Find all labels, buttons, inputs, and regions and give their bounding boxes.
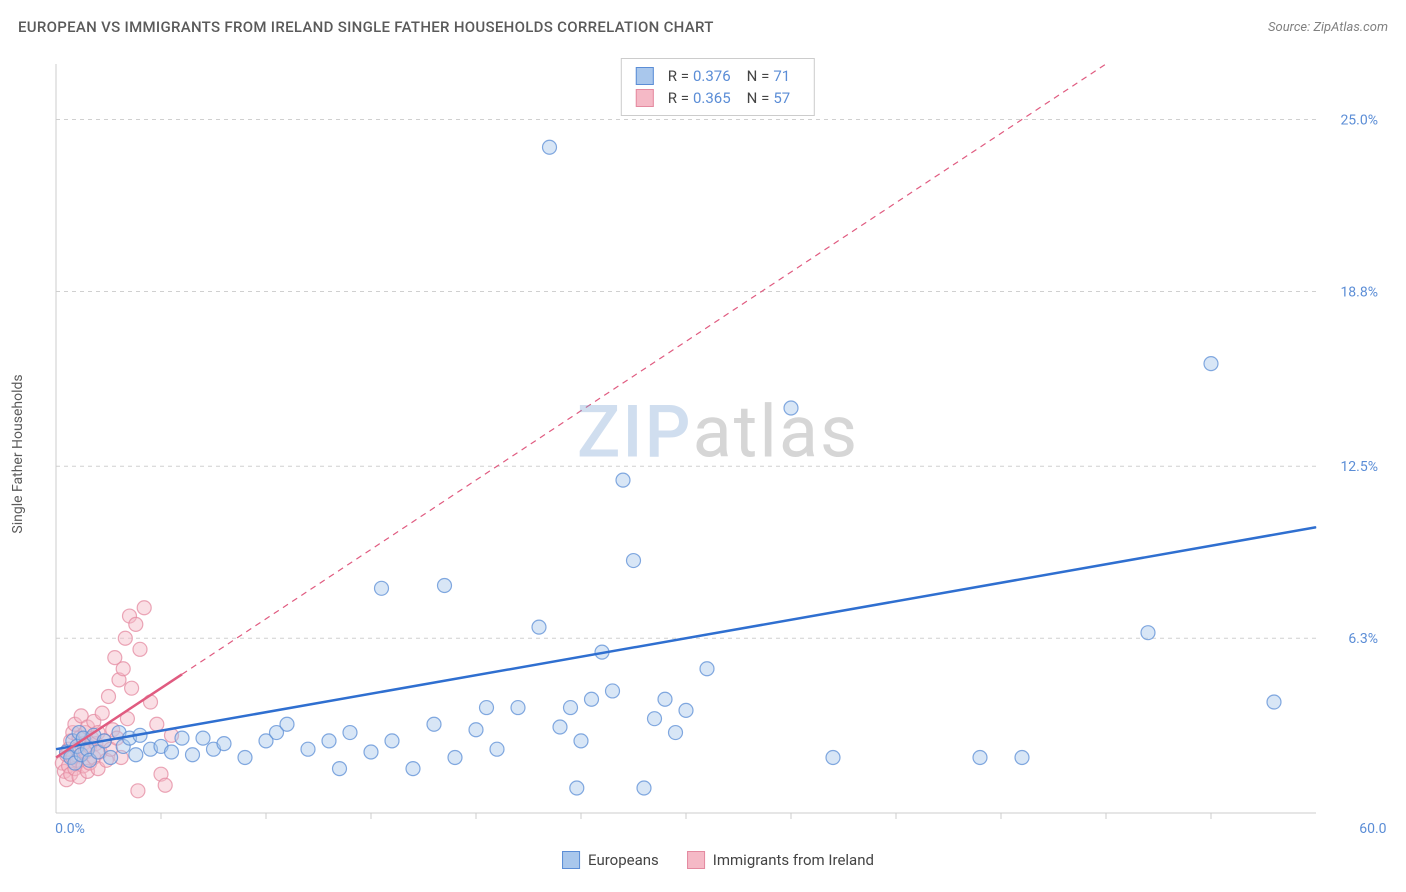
svg-text:18.8%: 18.8% [1340,284,1378,300]
swatch-europeans [562,851,580,869]
svg-text:6.3%: 6.3% [1348,631,1378,647]
series-legend: Europeans Immigrants from Ireland [562,851,874,869]
svg-text:25.0%: 25.0% [1340,112,1378,128]
chart-area: 6.3%12.5%18.8%25.0%0.0%60.0% ZIPatlas R … [50,58,1386,837]
source-attribution: Source: ZipAtlas.com [1268,20,1388,35]
legend-row-ireland: R =0.365N =57 [636,87,800,109]
svg-text:60.0%: 60.0% [1359,821,1386,837]
y-axis-label: Single Father Households [10,374,26,533]
swatch-ireland [636,89,654,107]
swatch-ireland [687,851,705,869]
legend-row-europeans: R =0.376N =71 [636,65,800,87]
svg-text:0.0%: 0.0% [55,821,85,837]
legend-item-ireland: Immigrants from Ireland [687,851,874,869]
legend-item-europeans: Europeans [562,851,659,869]
correlation-legend: R =0.376N =71 R =0.365N =57 [621,58,815,116]
header: EUROPEAN VS IMMIGRANTS FROM IRELAND SING… [18,18,1388,36]
svg-text:12.5%: 12.5% [1340,459,1378,475]
chart-title: EUROPEAN VS IMMIGRANTS FROM IRELAND SING… [18,18,714,36]
swatch-europeans [636,67,654,85]
scatter-plot: 6.3% 12.5% 18.8% 25.0% 0.0% 60.0% [50,58,1386,837]
